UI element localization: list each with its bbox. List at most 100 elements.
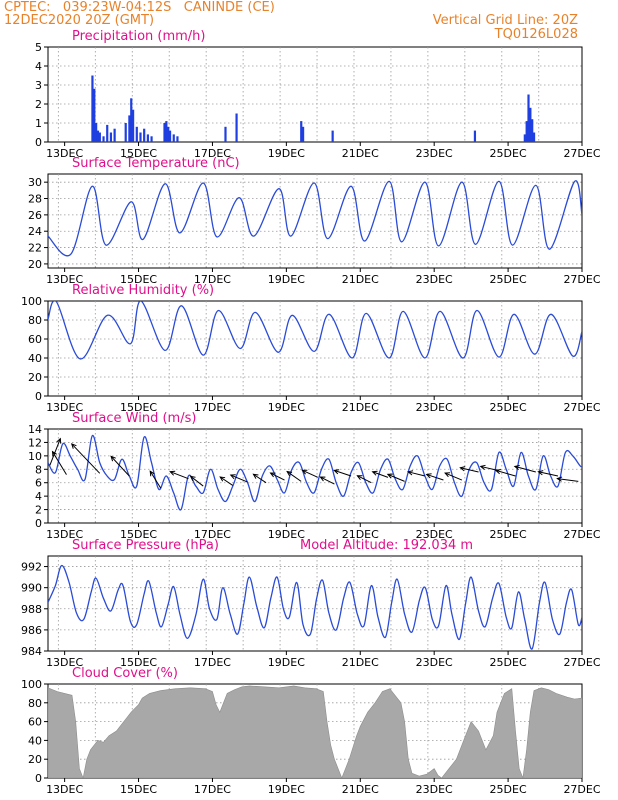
wind-vector [270, 472, 285, 481]
precip-bar [124, 123, 127, 142]
x-tick-label: 23DEC [416, 273, 453, 286]
precip-bar [113, 128, 116, 142]
x-tick-label: 25DEC [490, 783, 527, 796]
wind-arrowhead [229, 474, 236, 480]
x-tick-label: 21DEC [342, 401, 379, 414]
panel-2: 20 22 24 26 28 30 13DEC 15DEC 17DEC 19DEC 21DEC 23D… [28, 156, 601, 286]
wind-vector [71, 443, 101, 474]
series-line [48, 435, 582, 511]
y-tick-label: 22 [28, 242, 42, 255]
precip-bar [106, 124, 109, 142]
precip-bar [235, 113, 238, 142]
x-tick-label: 25DEC [490, 528, 527, 541]
y-tick-label: 12 [28, 436, 42, 449]
panel-frame [47, 46, 583, 143]
y-tick-label: 26 [28, 209, 42, 222]
precip-bar [139, 132, 142, 142]
series-line [48, 180, 582, 257]
precip-bar [167, 126, 170, 142]
x-tick-label: 21DEC [342, 147, 379, 160]
panel-title: Relative Humidity (%) [72, 283, 214, 298]
wind-arrowhead [407, 470, 414, 476]
precip-bar [135, 126, 138, 142]
precip-bar [109, 132, 113, 142]
plot-area [48, 174, 582, 268]
panel-6: 0 20 40 60 80 100 13DEC 15DEC 17DEC 19DEC 21DEC 23D… [21, 666, 601, 796]
x-tick-label: 25DEC [490, 401, 527, 414]
wind-arrowhead [301, 469, 308, 475]
wind-vector [426, 473, 444, 481]
precip-bar [143, 128, 146, 142]
precip-bar [331, 130, 334, 142]
precip-bar [96, 130, 100, 142]
x-tick-label: 23DEC [416, 656, 453, 669]
series-line [48, 301, 582, 360]
panel-annotation: Model Altitude: 192.034 m [300, 538, 473, 553]
x-tick-label: 27DEC [563, 656, 600, 669]
y-tick-label: 30 [28, 176, 42, 189]
wind-vector [444, 472, 463, 481]
x-tick-label: 25DEC [490, 273, 527, 286]
wind-arrowhead [269, 472, 276, 478]
wind-vector [253, 473, 267, 484]
precip-bar [102, 136, 105, 142]
x-tick-label: 25DEC [490, 656, 527, 669]
wind-arrowhead [286, 470, 293, 477]
y-tick-label: 0 [35, 772, 42, 785]
precip-bar [131, 109, 135, 142]
precip-bar [95, 123, 98, 142]
x-tick-label: 27DEC [563, 147, 600, 160]
x-tick-label: 21DEC [342, 528, 379, 541]
wind-vector [286, 471, 302, 482]
x-tick-label: 27DEC [563, 528, 600, 541]
panel-frame [47, 173, 583, 269]
x-tick-label: 23DEC [416, 401, 453, 414]
x-tick-label: 19DEC [268, 273, 305, 286]
precip-bar [301, 126, 305, 142]
x-tick-label: 15DEC [120, 273, 157, 286]
x-tick-label: 21DEC [342, 656, 379, 669]
precip-bar [163, 123, 166, 142]
panel-1: 0 1 2 3 4 5 13DEC 15DEC 17DEC 19DEC 21DEC 23DEC 25DE… [35, 29, 601, 160]
panel-5: 984 986 988 990 992 13DEC 15DEC 17DEC 19DEC 21DEC… [21, 538, 601, 669]
wind-vector [538, 471, 559, 477]
wind-arrowhead [56, 437, 62, 444]
precip-bar [172, 134, 175, 142]
panel-frame [47, 300, 583, 397]
x-tick-label: 15DEC [120, 656, 157, 669]
wind-vector [372, 471, 389, 478]
run-time: 12DEC2020 20Z (GMT) [4, 13, 155, 28]
wind-arrowhead [252, 473, 259, 479]
x-tick-label: 25DEC [490, 147, 527, 160]
y-tick-label: 988 [21, 603, 42, 616]
wind-vector [387, 473, 405, 482]
y-tick-label: 1 [35, 117, 42, 130]
x-tick-label: 13DEC [46, 783, 83, 796]
y-tick-label: 4 [35, 60, 42, 73]
wind-arrowhead [70, 443, 77, 449]
y-tick-label: 992 [21, 561, 42, 574]
x-tick-label: 17DEC [194, 528, 231, 541]
wind-vector [170, 471, 189, 480]
wind-arrowhead [459, 466, 466, 472]
plot-area [48, 556, 582, 651]
x-tick-label: 23DEC [416, 528, 453, 541]
wind-vector [219, 476, 234, 486]
precip-bar [98, 132, 101, 142]
header: CPTEC: 039:23W-04:12S CANINDE (CE) 12DEC… [0, 0, 618, 46]
y-tick-label: 60 [28, 333, 42, 346]
precip-bar [525, 121, 528, 142]
x-tick-label: 27DEC [563, 401, 600, 414]
x-tick-label: 21DEC [342, 273, 379, 286]
precip-bar [532, 132, 536, 142]
x-tick-label: 27DEC [563, 783, 600, 796]
precip-bar [176, 136, 179, 142]
y-tick-label: 986 [21, 624, 42, 637]
precip-bar [130, 98, 133, 142]
y-tick-label: 28 [28, 193, 42, 206]
x-tick-label: 17DEC [194, 273, 231, 286]
y-tick-label: 4 [35, 490, 42, 503]
wind-vector [408, 471, 426, 477]
x-tick-label: 13DEC [46, 401, 83, 414]
x-tick-label: 27DEC [563, 273, 600, 286]
